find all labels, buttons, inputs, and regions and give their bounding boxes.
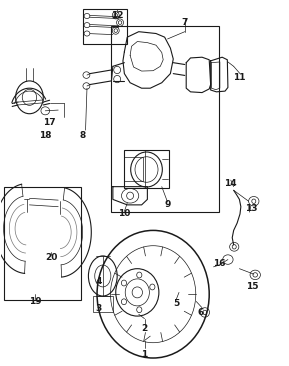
Text: 18: 18 — [39, 131, 51, 140]
Bar — [124, 157, 143, 181]
Text: 9: 9 — [164, 200, 171, 209]
Text: 10: 10 — [118, 209, 131, 219]
Text: 12: 12 — [111, 11, 123, 20]
Text: 7: 7 — [181, 18, 188, 27]
Ellipse shape — [84, 23, 90, 28]
Text: 14: 14 — [225, 179, 237, 187]
Bar — [3, 187, 81, 300]
Text: 2: 2 — [141, 324, 148, 333]
Text: 4: 4 — [95, 277, 102, 286]
Text: 17: 17 — [43, 118, 56, 127]
Bar — [83, 9, 127, 44]
Text: 3: 3 — [95, 304, 102, 313]
Bar — [112, 26, 219, 212]
Ellipse shape — [84, 31, 90, 36]
Text: 20: 20 — [45, 253, 57, 262]
Ellipse shape — [84, 14, 90, 19]
Text: 8: 8 — [79, 131, 86, 140]
Text: 13: 13 — [245, 204, 257, 213]
Text: 19: 19 — [29, 297, 42, 306]
Text: 16: 16 — [213, 259, 225, 268]
Text: 1: 1 — [141, 350, 148, 359]
Text: 6: 6 — [197, 308, 204, 317]
Bar — [93, 296, 113, 313]
Text: 15: 15 — [246, 283, 259, 291]
Text: 11: 11 — [233, 73, 246, 82]
Bar — [124, 150, 169, 188]
Text: 5: 5 — [173, 299, 179, 308]
